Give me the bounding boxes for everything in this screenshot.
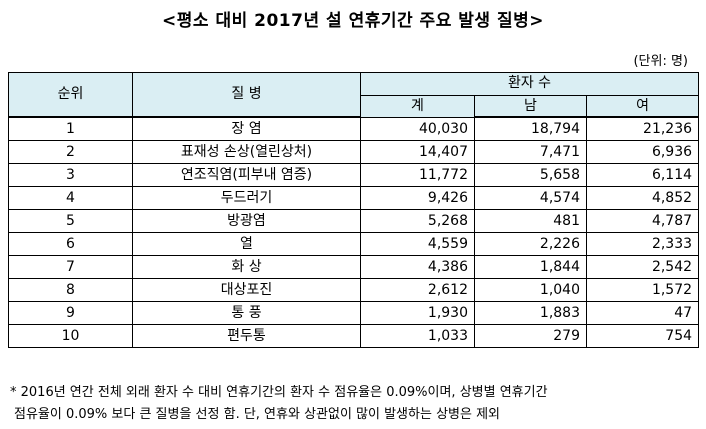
rank-cell: 1 [8, 116, 133, 141]
header-male: 남 [474, 94, 587, 118]
page-title: <평소 대비 2017년 설 연휴기간 주요 발생 질병> [162, 11, 544, 31]
rank-cell: 7 [8, 255, 133, 279]
total-cell: 1,033 [360, 324, 475, 348]
male-cell: 279 [474, 324, 587, 348]
total-cell: 11,772 [360, 163, 475, 187]
male-cell: 7,471 [474, 140, 587, 164]
female-cell: 6,114 [585, 163, 700, 187]
header-rank: 순위 [8, 72, 133, 118]
female-cell: 4,787 [585, 209, 700, 233]
male-cell: 1,040 [474, 278, 587, 302]
table-row: 10 편두통 1,033 279 754 [8, 324, 700, 348]
disease-cell: 방광염 [132, 209, 361, 233]
footnote-line-2: 점유율이 0.09% 보다 큰 질병을 선정 함. 단, 연휴와 상관없이 많이… [14, 407, 501, 422]
rank-cell: 2 [8, 140, 133, 164]
female-cell: 4,852 [585, 186, 700, 210]
disease-cell: 두드러기 [132, 186, 361, 210]
male-cell: 481 [474, 209, 587, 233]
disease-cell: 장 염 [132, 116, 361, 141]
disease-cell: 화 상 [132, 255, 361, 279]
female-cell: 754 [585, 324, 700, 348]
table-row: 2 표재성 손상(열린상처) 14,407 7,471 6,936 [8, 140, 700, 164]
female-cell: 21,236 [585, 116, 700, 141]
rank-cell: 6 [8, 232, 133, 256]
rank-cell: 5 [8, 209, 133, 233]
rank-cell: 9 [8, 301, 133, 325]
rank-cell: 10 [8, 324, 133, 348]
total-cell: 4,386 [360, 255, 475, 279]
header-total: 계 [360, 94, 475, 118]
disease-cell: 표재성 손상(열린상처) [132, 140, 361, 164]
total-cell: 40,030 [360, 116, 475, 141]
female-cell: 2,542 [585, 255, 700, 279]
disease-cell: 통 풍 [132, 301, 361, 325]
female-cell: 1,572 [585, 278, 700, 302]
rank-cell: 3 [8, 163, 133, 187]
male-cell: 1,844 [474, 255, 587, 279]
rank-cell: 4 [8, 186, 133, 210]
footnote-line-1: * 2016년 연간 전체 외래 환자 수 대비 연휴기간의 환자 수 점유율은… [10, 385, 548, 400]
total-cell: 14,407 [360, 140, 475, 164]
disease-cell: 대상포진 [132, 278, 361, 302]
table-row: 8 대상포진 2,612 1,040 1,572 [8, 278, 700, 302]
disease-cell: 편두통 [132, 324, 361, 348]
table-row: 4 두드러기 9,426 4,574 4,852 [8, 186, 700, 210]
disease-cell: 열 [132, 232, 361, 256]
total-cell: 9,426 [360, 186, 475, 210]
rank-cell: 8 [8, 278, 133, 302]
male-cell: 2,226 [474, 232, 587, 256]
total-cell: 2,612 [360, 278, 475, 302]
male-cell: 4,574 [474, 186, 587, 210]
table-row: 5 방광염 5,268 481 4,787 [8, 209, 700, 233]
unit-label: (단위: 명) [633, 54, 688, 69]
male-cell: 1,883 [474, 301, 587, 325]
male-cell: 5,658 [474, 163, 587, 187]
disease-cell: 연조직염(피부내 염증) [132, 163, 361, 187]
female-cell: 2,333 [585, 232, 700, 256]
table-row: 3 연조직염(피부내 염증) 11,772 5,658 6,114 [8, 163, 700, 187]
female-cell: 6,936 [585, 140, 700, 164]
female-cell: 47 [585, 301, 700, 325]
male-cell: 18,794 [474, 116, 587, 141]
table-row: 6 열 4,559 2,226 2,333 [8, 232, 700, 256]
total-cell: 1,930 [360, 301, 475, 325]
header-disease: 질 병 [132, 72, 361, 118]
total-cell: 5,268 [360, 209, 475, 233]
total-cell: 4,559 [360, 232, 475, 256]
header-patients: 환자 수 [359, 72, 700, 96]
header-female: 여 [585, 94, 700, 118]
